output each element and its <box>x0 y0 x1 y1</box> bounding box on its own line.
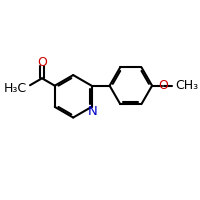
Text: O: O <box>158 79 168 92</box>
Text: N: N <box>88 105 97 118</box>
Text: O: O <box>37 56 47 69</box>
Text: H₃C: H₃C <box>4 82 27 95</box>
Text: CH₃: CH₃ <box>176 79 199 92</box>
